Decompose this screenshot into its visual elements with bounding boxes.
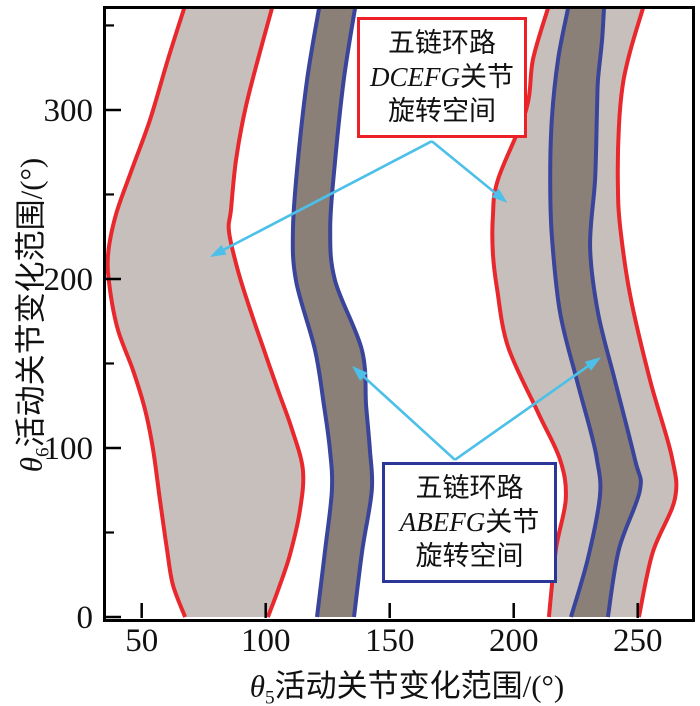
y-axis-subscript: 6 — [32, 447, 54, 458]
band-abefg_left-left-edge — [290, 8, 335, 618]
callout-dcefg-rotation-space: 五链环路 DCEFG关节 旋转空间 — [357, 17, 527, 138]
x-tick-label: 250 — [613, 623, 663, 659]
band-dcefg_right-right-edge — [615, 7, 679, 618]
x-tick-label: 100 — [241, 623, 291, 659]
y-tick-label: 200 — [44, 262, 94, 298]
x-tick-label: 150 — [365, 623, 415, 659]
y-tick-label: 0 — [77, 600, 94, 636]
callout-dcefg-line2: DCEFG关节 — [360, 60, 524, 94]
callout-dcefg-line2-rest: 关节 — [460, 62, 514, 92]
x-tick-label: 200 — [489, 623, 539, 659]
arrow-head-red-box-to-band-D — [491, 188, 508, 203]
band-dcefg_left-fill — [107, 8, 304, 617]
callout-dcefg-line3: 旋转空间 — [388, 96, 496, 126]
callout-abefg-line1: 五链环路 — [415, 473, 524, 503]
callout-abefg-line3: 旋转空间 — [415, 541, 524, 571]
y-tick-label: 100 — [44, 431, 94, 467]
arrow-head-blue-box-to-band-B — [352, 366, 368, 381]
callout-dcefg-line1: 五链环路 — [388, 28, 496, 58]
y-axis-title: θ6活动关节变化范围/(°) — [6, 157, 54, 473]
plot-border — [103, 6, 695, 622]
arrow-head-blue-box-to-band-C — [584, 357, 601, 371]
y-axis-label-text: 活动关节变化范围/(°) — [13, 157, 49, 448]
y-axis-symbol: θ — [13, 457, 49, 473]
band-abefg_right-left-edge — [548, 8, 603, 618]
callout-abefg-loop-name: ABEFG — [399, 507, 486, 537]
x-axis-subscript: 5 — [264, 687, 275, 706]
x-axis-symbol: θ — [249, 668, 265, 704]
band-abefg_right-fill — [550, 8, 641, 617]
callout-abefg-line2: ABEFG关节 — [385, 505, 554, 539]
callout-dcefg-loop-name: DCEFG — [370, 62, 460, 92]
y-tick-label: 300 — [44, 93, 94, 129]
arrow-line-red-box-to-band-A — [219, 140, 433, 253]
band-abefg_right-right-edge — [588, 8, 643, 618]
arrow-head-red-box-to-band-A — [209, 244, 227, 257]
arrow-line-blue-box-to-band-B — [359, 373, 456, 461]
band-dcefg_left-left-edge — [105, 7, 187, 618]
band-dcefg_left-right-edge — [226, 7, 306, 618]
callout-abefg-line2-rest: 关节 — [485, 507, 540, 537]
band-abefg_left-right-edge — [328, 8, 375, 618]
x-axis-label-text: 活动关节变化范围/(°) — [274, 668, 565, 704]
arrow-line-red-box-to-band-D — [431, 140, 500, 197]
callout-abefg-rotation-space: 五链环路 ABEFG关节 旋转空间 — [382, 462, 557, 583]
arrow-line-blue-box-to-band-C — [454, 362, 592, 461]
band-abefg_left-fill — [292, 8, 373, 617]
x-axis-title: θ5活动关节变化范围/(°) — [250, 661, 565, 706]
x-tick-label: 50 — [125, 623, 158, 659]
